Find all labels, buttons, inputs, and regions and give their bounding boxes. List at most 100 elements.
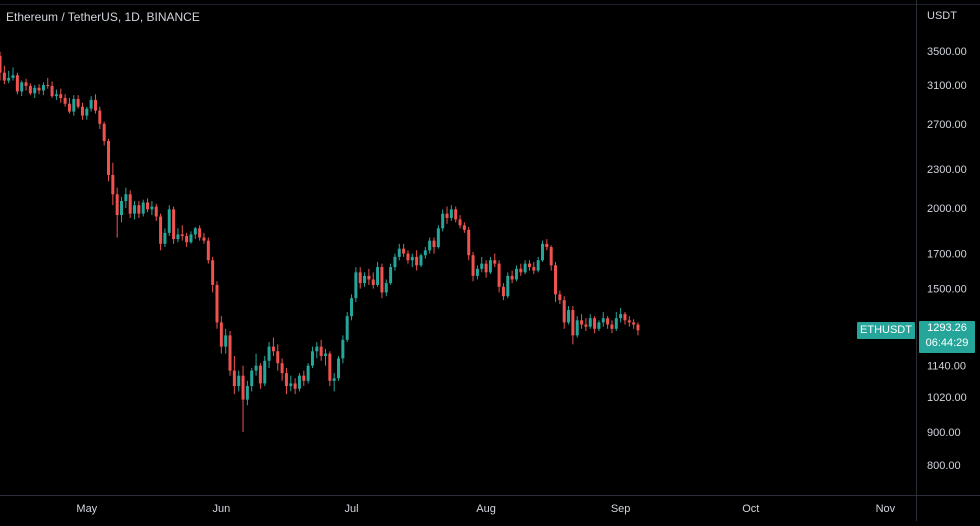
candle-body (172, 209, 176, 240)
candle (541, 240, 544, 262)
candle (380, 263, 384, 299)
candle-body (571, 310, 575, 336)
candle-body (354, 272, 358, 299)
candle (619, 308, 623, 323)
candle (497, 260, 501, 293)
candle (54, 89, 58, 100)
price-tick-label: 900.00 (927, 427, 961, 439)
candle-body (419, 255, 423, 266)
candle-body (245, 386, 249, 400)
candle-body (415, 256, 419, 266)
candle-body (67, 103, 71, 112)
candle (345, 312, 349, 343)
candle (428, 237, 432, 254)
candle-body (80, 106, 84, 116)
candle-body (63, 98, 67, 104)
candle (432, 237, 436, 254)
candle-body (280, 363, 284, 374)
candle-body (610, 324, 614, 329)
candle (137, 201, 141, 218)
candle-body (237, 375, 241, 387)
candle-body (345, 316, 349, 340)
candle-body (358, 272, 362, 284)
candle-body (258, 365, 262, 384)
candle-body (471, 255, 475, 276)
candle-body (554, 265, 558, 295)
candle-body (93, 99, 97, 111)
candle-body (488, 260, 492, 273)
candle-body (558, 294, 562, 301)
candle-body (402, 248, 406, 254)
candle-body (458, 219, 462, 226)
candle (302, 370, 306, 387)
candle (93, 94, 97, 114)
candle-body (293, 383, 297, 389)
candle-body (263, 360, 267, 384)
candle-body (89, 99, 93, 109)
candle (376, 261, 380, 287)
candle-body (2, 72, 6, 81)
candle-body (389, 267, 393, 284)
time-tick-label: Nov (876, 503, 896, 515)
candle-body (436, 228, 440, 248)
candle-body (137, 205, 141, 214)
price-tick-label: 2700.00 (927, 119, 967, 131)
candle (63, 94, 67, 107)
candle-body (380, 267, 384, 293)
candle (215, 281, 219, 329)
candle-body (501, 286, 505, 297)
candle-body (514, 268, 518, 280)
candle (206, 237, 210, 264)
candle-body (562, 300, 566, 323)
candle-body (484, 263, 488, 273)
candle (350, 294, 354, 321)
candle-body (271, 346, 275, 352)
candle-body (337, 358, 341, 379)
candle-body (393, 256, 397, 268)
candle (28, 83, 32, 96)
candle-body (454, 209, 458, 220)
candle-body (449, 209, 453, 218)
candle-body (523, 263, 527, 273)
candle-body (0, 55, 2, 73)
candle-body (224, 335, 228, 347)
candle (237, 370, 241, 392)
candle (228, 330, 232, 376)
candle (449, 205, 453, 221)
candle (33, 85, 37, 99)
candle-body (20, 82, 24, 92)
candle-body (133, 205, 137, 214)
candle-body (310, 351, 314, 366)
candle (250, 368, 254, 392)
candle-body (601, 318, 605, 323)
candle (202, 232, 206, 244)
candle (193, 226, 197, 240)
candle (475, 265, 479, 280)
candle (341, 335, 345, 364)
candle-body (107, 140, 110, 175)
candle-body (480, 263, 484, 269)
candle-body (37, 87, 41, 91)
time-tick-label: Oct (742, 503, 759, 515)
candle (627, 316, 631, 327)
candle (536, 256, 540, 273)
candle-body (219, 322, 223, 347)
candle (267, 342, 271, 369)
candle (284, 368, 288, 395)
candle-body (432, 240, 436, 248)
candle-body (215, 284, 219, 323)
candle-body (46, 85, 50, 87)
candle (0, 51, 2, 81)
candle (315, 342, 319, 359)
candle-body (510, 275, 514, 280)
time-tick-label: Jul (345, 503, 359, 515)
price-axis[interactable]: 3500.00 3100.00 2700.00 2300.00 2000.00 1700.… (927, 46, 967, 472)
candle-body (85, 108, 89, 116)
candle-body (159, 216, 163, 244)
price-tick-label: 3100.00 (927, 80, 967, 92)
time-axis[interactable]: May Jun Jul Aug Sep Oct Nov (76, 503, 895, 515)
candle (254, 353, 258, 376)
price-tick-label: 800.00 (927, 460, 961, 472)
